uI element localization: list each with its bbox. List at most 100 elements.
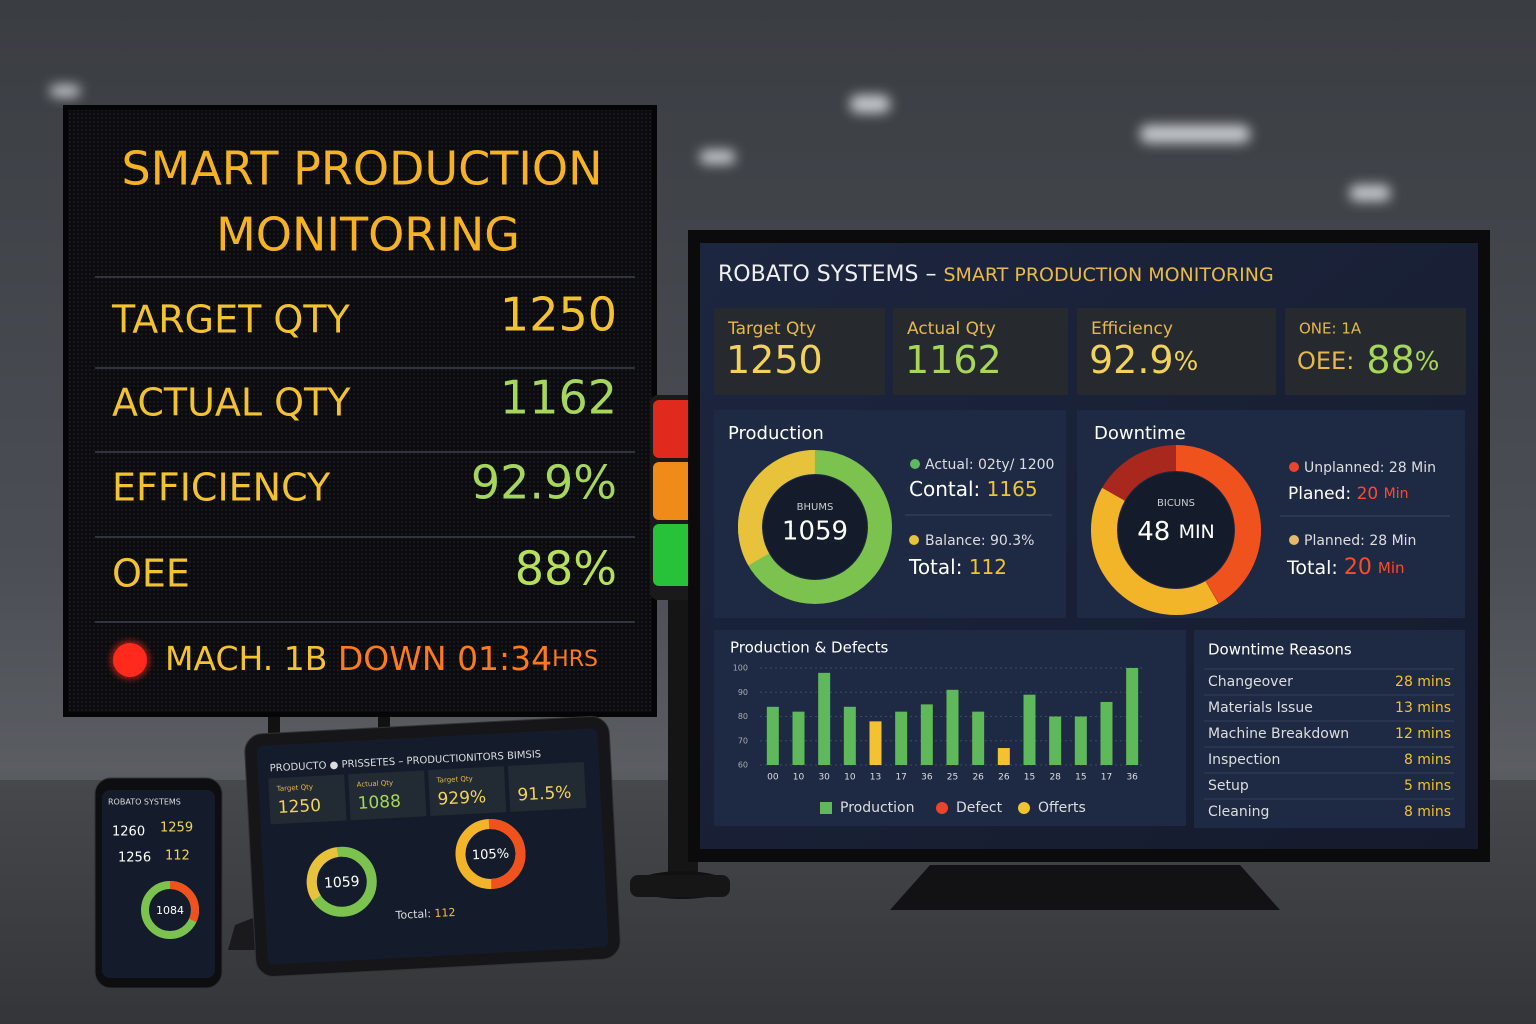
unit: MIN (1179, 521, 1215, 543)
kpi-card (714, 308, 885, 395)
reason-value: 28 mins (1395, 674, 1451, 690)
kpi-card (1285, 308, 1466, 395)
legend-dot (1289, 462, 1299, 472)
panel-title: Downtime Reasons (1208, 641, 1352, 659)
label: Total: (1286, 557, 1338, 579)
bar (766, 706, 779, 765)
donut-arc (738, 450, 892, 604)
x-tick-label: 28 (1049, 773, 1061, 783)
legend-swatch (820, 802, 832, 814)
donut-label: BHUMS (797, 502, 834, 513)
led-title: MONITORING (216, 208, 520, 262)
legend-swatch (1018, 802, 1030, 814)
kpi-prefix: OEE: (1297, 347, 1354, 375)
value: 48 (1137, 517, 1170, 547)
y-tick-label: 100 (733, 664, 748, 673)
x-tick-label: 15 (1024, 773, 1035, 783)
legend-dot (910, 459, 920, 469)
production-contal: Contal: 1165 (909, 477, 1038, 501)
header-separator: – (925, 262, 936, 287)
y-tick-label: 80 (738, 712, 748, 721)
phone-value: 1260 (112, 825, 145, 840)
reason-label: Machine Breakdown (1208, 726, 1349, 742)
x-tick-label: 10 (844, 773, 856, 783)
tablet-kpi (428, 766, 507, 817)
kpi-label: Target Qty (727, 319, 816, 339)
kpi-card (1077, 308, 1276, 395)
donut-label: BICUNS (1157, 498, 1195, 509)
alert-machine: MACH. 1B (165, 639, 327, 678)
donut-center (1118, 472, 1234, 588)
value: 112 (969, 555, 1007, 579)
x-tick-label: 30 (818, 773, 830, 783)
value: 20 (1357, 484, 1379, 504)
panel (1194, 630, 1465, 828)
tablet-kpi (348, 770, 427, 821)
y-tick-label: 90 (738, 688, 748, 697)
donut-arc (141, 881, 199, 939)
kpi-value: 1250 (726, 338, 823, 382)
downtime-total: Total: 20 Min (1286, 555, 1405, 580)
legend-swatch (936, 802, 948, 814)
led-row-value: 88% (515, 542, 617, 596)
led-row-value: 92.9% (471, 456, 617, 510)
production-balance: Balance: 90.3% (925, 533, 1034, 549)
led-panel (68, 110, 652, 712)
kpi-card (893, 308, 1068, 395)
y-tick-label: 70 (738, 736, 748, 745)
bar (1100, 701, 1113, 765)
led-row-value: 1162 (500, 371, 617, 425)
alert-text: MACH. 1B DOWN 01:34HRS (165, 639, 598, 678)
led-row-value: 1250 (500, 288, 617, 342)
x-tick-label: 10 (793, 773, 805, 783)
alert-glow (110, 640, 150, 680)
x-tick-label: 17 (1101, 773, 1112, 783)
phone-value: 1259 (160, 821, 193, 836)
reason-label: Changeover (1208, 674, 1293, 690)
kpi-value: 92.9% (1089, 338, 1198, 382)
kpi-label: ONE: 1A (1299, 320, 1362, 338)
legend-label: Defect (956, 800, 1003, 816)
kpi-value: 1162 (905, 338, 1002, 382)
y-tick-label: 60 (738, 761, 748, 770)
reason-value: 8 mins (1404, 804, 1451, 820)
kpi-number: 92.9 (1089, 338, 1174, 382)
donut-value: 48 MIN (1137, 517, 1215, 547)
bar (843, 706, 856, 765)
header: ROBATO SYSTEMS – SMART PRODUCTION MONITO… (718, 262, 1274, 287)
production-actual: Actual: 02ty/ 1200 (925, 457, 1054, 473)
led-row-label: ACTUAL QTY (112, 381, 351, 425)
tablet-kpi-label: Target Qty (276, 783, 314, 793)
x-tick-label: 15 (1075, 773, 1086, 783)
reason-label: Materials Issue (1208, 700, 1313, 716)
bar (920, 704, 933, 765)
led-title: SMART PRODUCTION (121, 142, 602, 196)
production-total: Total: 112 (908, 555, 1007, 579)
legend-dot (1289, 535, 1299, 545)
reason-value: 13 mins (1395, 700, 1451, 716)
phone-brand: ROBATO SYSTEMS (108, 798, 181, 807)
reason-label: Cleaning (1208, 804, 1269, 820)
kpi-unit: % (1415, 347, 1440, 377)
tablet-kpi-label: Target Qty (435, 775, 473, 785)
x-tick-label: 13 (870, 773, 881, 783)
reason-value: 8 mins (1404, 752, 1451, 768)
alert-unit: HRS (552, 647, 598, 672)
value: 1165 (987, 477, 1038, 501)
x-tick-label: 00 (767, 773, 779, 783)
led-row-label: OEE (112, 552, 190, 596)
alert-status: DOWN (338, 639, 447, 678)
reason-value: 5 mins (1404, 778, 1451, 794)
downtime-unplanned: Unplanned: 28 Min (1304, 460, 1436, 476)
bar (869, 721, 882, 765)
bar (1049, 716, 1062, 765)
kpi-label: Actual Qty (907, 319, 996, 339)
chart-title: Production & Defects (730, 639, 888, 657)
tablet-total: Toctal: 112 (394, 906, 456, 922)
downtime-planed: Planed: 20 Min (1288, 484, 1408, 504)
x-tick-label: 17 (895, 773, 906, 783)
bar (792, 711, 805, 765)
bar (972, 711, 985, 765)
reason-label: Setup (1208, 778, 1249, 794)
